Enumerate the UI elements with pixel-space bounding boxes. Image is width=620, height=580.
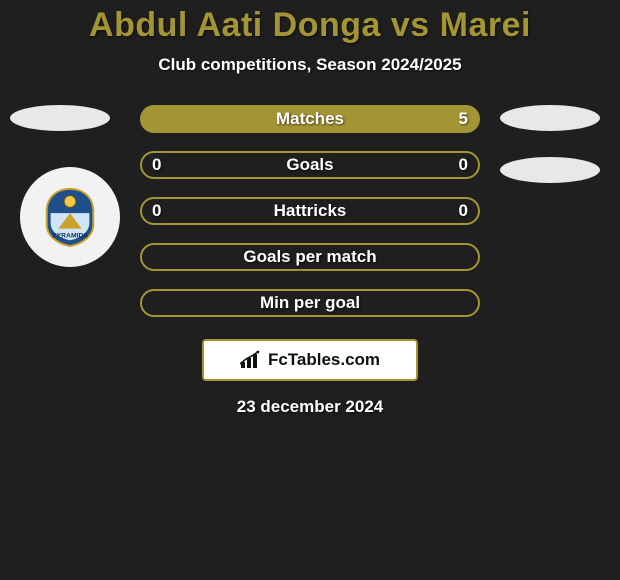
stat-row-hattricks: 0 Hattricks 0 bbox=[140, 197, 480, 225]
page-subtitle: Club competitions, Season 2024/2025 bbox=[0, 55, 620, 75]
club-badge-right-placeholder bbox=[500, 157, 600, 183]
stat-row-goals: 0 Goals 0 bbox=[140, 151, 480, 179]
stat-value-right: 0 bbox=[459, 155, 468, 175]
bar-chart-icon bbox=[240, 350, 264, 370]
stat-label: Min per goal bbox=[260, 293, 360, 313]
stat-value-left: 0 bbox=[152, 155, 161, 175]
stat-value-right: 5 bbox=[459, 109, 468, 129]
pyramids-club-icon: PYRAMIDS bbox=[39, 186, 101, 248]
branding-box: FcTables.com bbox=[202, 339, 418, 381]
stat-row-goals-per-match: Goals per match bbox=[140, 243, 480, 271]
comparison-panel: PYRAMIDS Matches 5 0 Goals 0 0 Hattricks… bbox=[0, 105, 620, 417]
stat-value-left: 0 bbox=[152, 201, 161, 221]
stat-label: Hattricks bbox=[274, 201, 347, 221]
branding-text: FcTables.com bbox=[268, 350, 380, 370]
stat-rows: Matches 5 0 Goals 0 0 Hattricks 0 Goals … bbox=[140, 105, 480, 317]
player-avatar-right-placeholder bbox=[500, 105, 600, 131]
player-avatar-left-placeholder bbox=[10, 105, 110, 131]
generation-date: 23 december 2024 bbox=[0, 397, 620, 417]
stat-row-matches: Matches 5 bbox=[140, 105, 480, 133]
stat-label: Goals bbox=[286, 155, 333, 175]
page-title: Abdul Aati Donga vs Marei bbox=[0, 0, 620, 45]
stat-label: Goals per match bbox=[243, 247, 376, 267]
stat-value-right: 0 bbox=[459, 201, 468, 221]
stat-label: Matches bbox=[276, 109, 344, 129]
stat-row-min-per-goal: Min per goal bbox=[140, 289, 480, 317]
svg-text:PYRAMIDS: PYRAMIDS bbox=[52, 232, 88, 239]
club-badge-left: PYRAMIDS bbox=[20, 167, 120, 267]
